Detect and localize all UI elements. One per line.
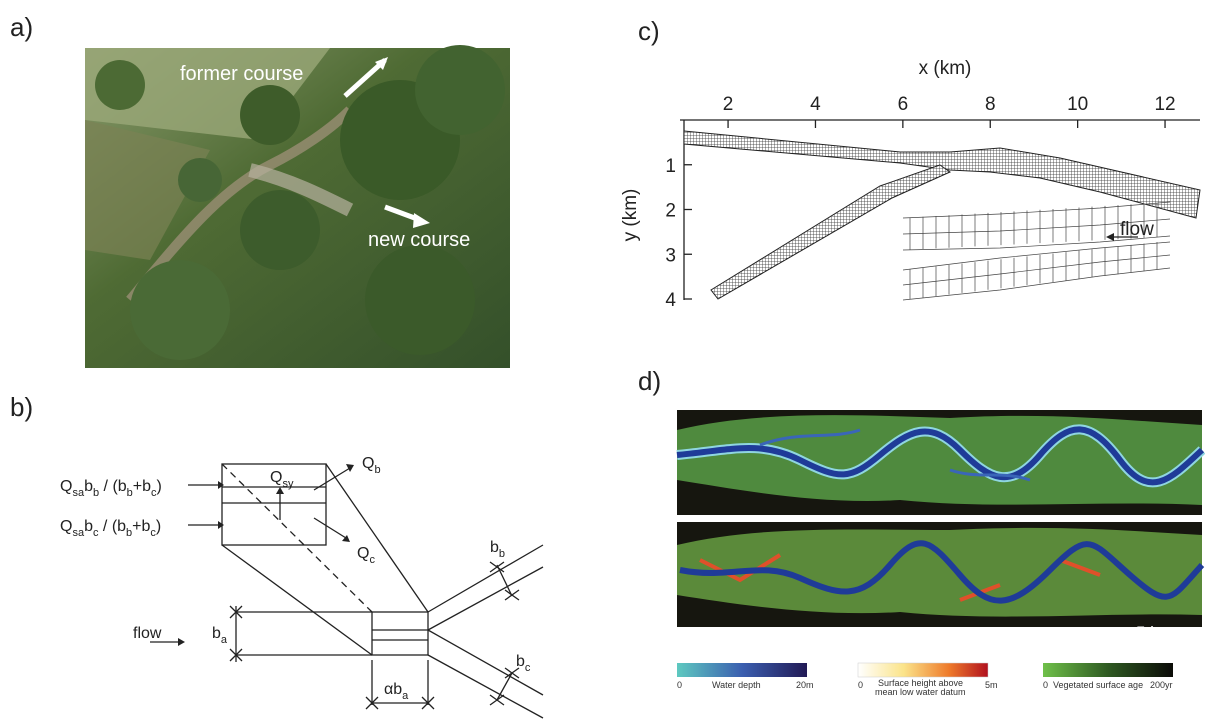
colorbar-min: 0 <box>858 680 863 690</box>
text: b <box>516 653 525 670</box>
flux-label: Qb <box>362 455 381 476</box>
subscript: c <box>369 554 375 566</box>
text: Q <box>357 545 369 562</box>
width-label: bb <box>490 539 505 560</box>
panel-label: d) <box>638 366 661 396</box>
text: b <box>84 518 93 535</box>
flow-label: flow <box>1120 219 1154 240</box>
colorbar-min: 0 <box>677 680 682 690</box>
x-tick-label: 8 <box>985 94 996 115</box>
junction-diagram <box>150 464 543 718</box>
channels <box>684 131 1200 300</box>
colorbar-max: 200yr <box>1150 680 1173 690</box>
text: Q <box>60 518 72 535</box>
x-axis-label: x (km) <box>919 58 972 79</box>
width-label: αba <box>384 681 409 702</box>
text: / (b <box>99 478 127 495</box>
panel-label: c) <box>638 16 660 46</box>
subscript: sa <box>72 487 85 499</box>
subscript: sa <box>72 527 85 539</box>
x-tick-label: 4 <box>810 94 821 115</box>
photo <box>85 45 510 368</box>
photo-label: new course <box>368 229 470 251</box>
subscript: c <box>525 662 531 674</box>
text: Q <box>60 478 72 495</box>
model-maps <box>677 410 1202 677</box>
text: ) <box>156 518 161 535</box>
y-tick-label: 2 <box>665 201 676 222</box>
text: / (b <box>98 518 126 535</box>
subscript: a <box>402 690 409 702</box>
flux-label: Qc <box>357 545 375 566</box>
text: b <box>84 478 93 495</box>
x-tick-label: 10 <box>1067 94 1088 115</box>
flux-label: Qsabc / (bb+bc) <box>60 518 161 539</box>
colorbar-title: mean low water datum <box>875 687 966 697</box>
text: αb <box>384 681 402 698</box>
photo-label: former course <box>180 63 303 85</box>
text: ) <box>157 478 162 495</box>
text: b <box>490 539 499 556</box>
scale-label: 5 km <box>1136 623 1173 642</box>
y-tick-label: 1 <box>665 156 676 177</box>
subscript: b <box>374 464 380 476</box>
panel-label: b) <box>10 392 33 422</box>
flow-label: flow <box>686 625 717 644</box>
y-axis-label: y (km) <box>620 189 641 242</box>
text: +b <box>132 518 150 535</box>
text: Q <box>362 455 374 472</box>
y-tick-label: 3 <box>665 245 676 266</box>
colorbar-max: 5m <box>985 680 998 690</box>
width-label: bc <box>516 653 531 674</box>
colorbar-title: Vegetated surface age <box>1053 680 1143 690</box>
x-tick-label: 6 <box>898 94 909 115</box>
y-tick-label: 4 <box>665 290 676 311</box>
colorbar-title: Water depth <box>712 680 761 690</box>
flow-label: flow <box>133 625 162 642</box>
text: Q <box>270 469 282 486</box>
subscript: sy <box>282 478 294 490</box>
text: +b <box>133 478 151 495</box>
x-tick-label: 12 <box>1154 94 1175 115</box>
x-tick-label: 2 <box>723 94 734 115</box>
subscript: a <box>221 634 228 646</box>
colorbar-max: 20m <box>796 680 814 690</box>
figure: a) former course new course b) Qsabb / (… <box>0 0 1205 719</box>
subscript: b <box>499 548 505 560</box>
colorbar-min: 0 <box>1043 680 1048 690</box>
panel-label: a) <box>10 12 33 42</box>
width-label: ba <box>212 625 228 646</box>
flux-label: Qsabb / (bb+bc) <box>60 478 162 499</box>
text: b <box>212 625 221 642</box>
